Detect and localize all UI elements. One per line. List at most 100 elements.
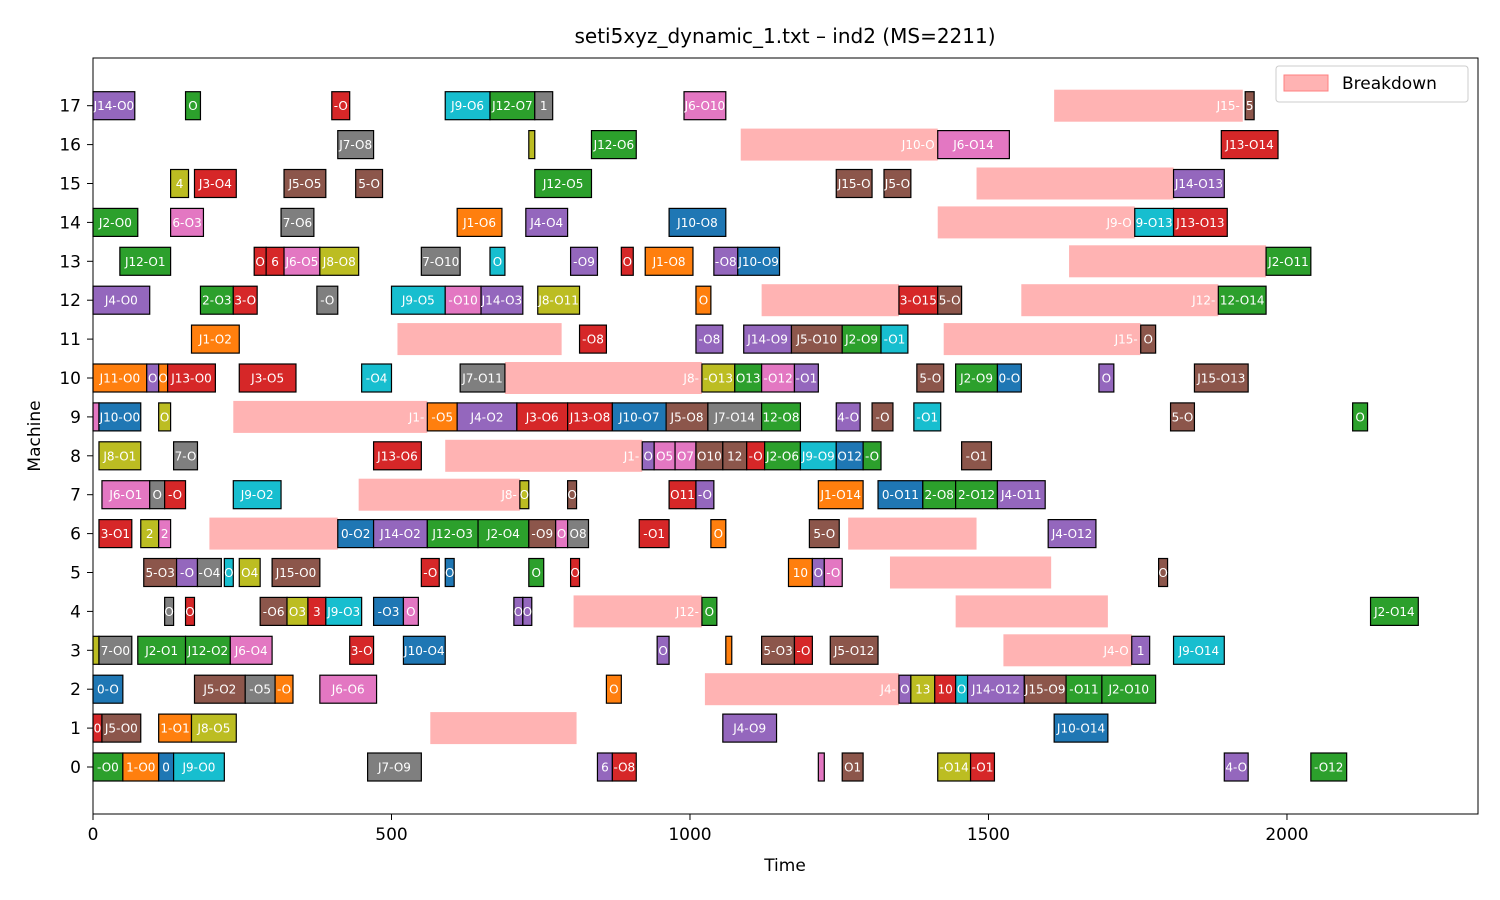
x-axis: 0 500 1000 1500 2000 bbox=[88, 814, 1309, 845]
operation-label: O bbox=[1355, 410, 1364, 424]
operation-bar bbox=[1369, 596, 1419, 627]
operation-label: -O1 bbox=[916, 410, 938, 424]
operation-bar bbox=[955, 480, 999, 510]
operation-bar bbox=[835, 441, 864, 471]
operation-label: J2-O9 bbox=[959, 372, 993, 386]
operation-bar bbox=[232, 285, 258, 315]
operation-label: 6 bbox=[601, 761, 609, 775]
operation-bar bbox=[710, 518, 727, 549]
operation-label: 10 bbox=[938, 683, 953, 697]
operation-label: -O bbox=[749, 449, 763, 463]
operation-bar bbox=[319, 246, 360, 276]
operation-bar bbox=[456, 207, 503, 237]
operation-label: O bbox=[699, 294, 708, 308]
operation-label: J7-O11 bbox=[461, 372, 503, 386]
operation-label: O13 bbox=[736, 372, 761, 386]
operation-label: -O bbox=[865, 449, 879, 463]
operation-bar bbox=[164, 480, 187, 510]
operation-label: O8 bbox=[570, 527, 587, 541]
operation-label: J10-O14 bbox=[1056, 722, 1105, 736]
breakdown-bar bbox=[504, 362, 702, 394]
operation-bar bbox=[665, 402, 709, 432]
operation-bar bbox=[764, 441, 802, 471]
operation-label: J5-O5 bbox=[287, 177, 321, 191]
operation-label: J9-O6 bbox=[450, 99, 484, 113]
operation-label: J8-O5 bbox=[196, 722, 230, 736]
operation-bar bbox=[569, 557, 581, 588]
operation-label: J14-O3 bbox=[481, 294, 523, 308]
breakdown-bar bbox=[740, 128, 938, 161]
operation-label: -O4 bbox=[366, 372, 388, 386]
operation-label: J14-O13 bbox=[1174, 177, 1223, 191]
operation-bar bbox=[761, 635, 796, 665]
breakdown-label: J12- bbox=[1191, 294, 1215, 308]
y-tick-label: 4 bbox=[70, 602, 81, 622]
operation-bar bbox=[244, 674, 276, 704]
operation-bar bbox=[184, 91, 202, 121]
operation-bar bbox=[172, 441, 199, 471]
y-tick-label: 3 bbox=[70, 641, 81, 661]
operations-layer: J14-O0 O -O J9-O6 J12-O7 1 J6-O10 5J7-O8 J12-O6 J… bbox=[92, 91, 1419, 782]
operation-label: J6-O1 bbox=[108, 488, 142, 502]
operation-bar bbox=[98, 402, 142, 432]
operation-label: J5-O12 bbox=[833, 644, 875, 658]
operation-label: J7-O8 bbox=[338, 138, 372, 152]
operation-bar bbox=[444, 91, 491, 121]
operation-bar bbox=[92, 635, 100, 665]
operation-label: O3 bbox=[289, 605, 306, 619]
operation-bar bbox=[707, 402, 763, 432]
operation-bar bbox=[426, 402, 458, 432]
operation-label: -O8 bbox=[715, 255, 737, 269]
operation-bar bbox=[790, 324, 843, 354]
operation-bar bbox=[522, 596, 533, 627]
operation-label: O bbox=[567, 488, 576, 502]
y-tick-label: 10 bbox=[59, 369, 81, 389]
operation-label: O7 bbox=[677, 449, 694, 463]
operation-label: J6-O6 bbox=[331, 683, 365, 697]
operation-label: 5-O bbox=[919, 372, 941, 386]
operation-label: 4-O bbox=[837, 410, 859, 424]
breakdown-bar bbox=[233, 400, 428, 433]
operation-label: J13-O14 bbox=[1225, 138, 1274, 152]
operation-label: 2-O3 bbox=[202, 294, 231, 308]
operation-label: J4-O9 bbox=[732, 722, 766, 736]
breakdown-label: J15- bbox=[1216, 99, 1240, 113]
operation-bar bbox=[969, 752, 996, 782]
operation-label: J12-O5 bbox=[542, 177, 584, 191]
operation-bar bbox=[444, 557, 455, 588]
operation-label: J5-O8 bbox=[670, 410, 704, 424]
operation-label: 5-O3 bbox=[763, 644, 792, 658]
operation-label: -O12 bbox=[1314, 761, 1343, 775]
operation-bar bbox=[644, 246, 694, 276]
operation-label: 0 bbox=[94, 722, 102, 736]
breakdown-bar bbox=[1003, 634, 1132, 667]
y-tick-label: 15 bbox=[59, 175, 81, 195]
operation-label: J12-O3 bbox=[431, 527, 473, 541]
operation-label: 1 bbox=[1137, 644, 1145, 658]
operation-label: 6-O3 bbox=[172, 216, 201, 230]
operation-bar bbox=[259, 596, 288, 627]
operation-bar bbox=[722, 713, 778, 743]
operation-bar bbox=[1172, 168, 1225, 199]
operation-bar bbox=[996, 480, 1046, 510]
operation-bar bbox=[331, 91, 351, 121]
operation-bar bbox=[193, 168, 237, 199]
breakdown-label: J4- bbox=[879, 683, 896, 697]
operation-label: J8-O11 bbox=[537, 294, 579, 308]
operation-label: J8-O8 bbox=[322, 255, 356, 269]
operation-label: O bbox=[188, 99, 197, 113]
operation-label: 5-O bbox=[813, 527, 835, 541]
y-tick-label: 8 bbox=[70, 447, 81, 467]
operation-bar bbox=[372, 441, 422, 471]
breakdown-bar bbox=[1054, 89, 1243, 122]
operation-label: J2-O9 bbox=[844, 333, 878, 347]
operation-label: J15-O13 bbox=[1196, 372, 1245, 386]
operation-label: -O5 bbox=[431, 410, 453, 424]
operation-bar bbox=[319, 674, 378, 704]
operation-label: 2 bbox=[161, 527, 169, 541]
operation-label: 12-O14 bbox=[1220, 294, 1265, 308]
operation-label: -O0 bbox=[97, 761, 119, 775]
operation-label: J2-O11 bbox=[1267, 255, 1309, 269]
operation-label: -O6 bbox=[263, 605, 285, 619]
